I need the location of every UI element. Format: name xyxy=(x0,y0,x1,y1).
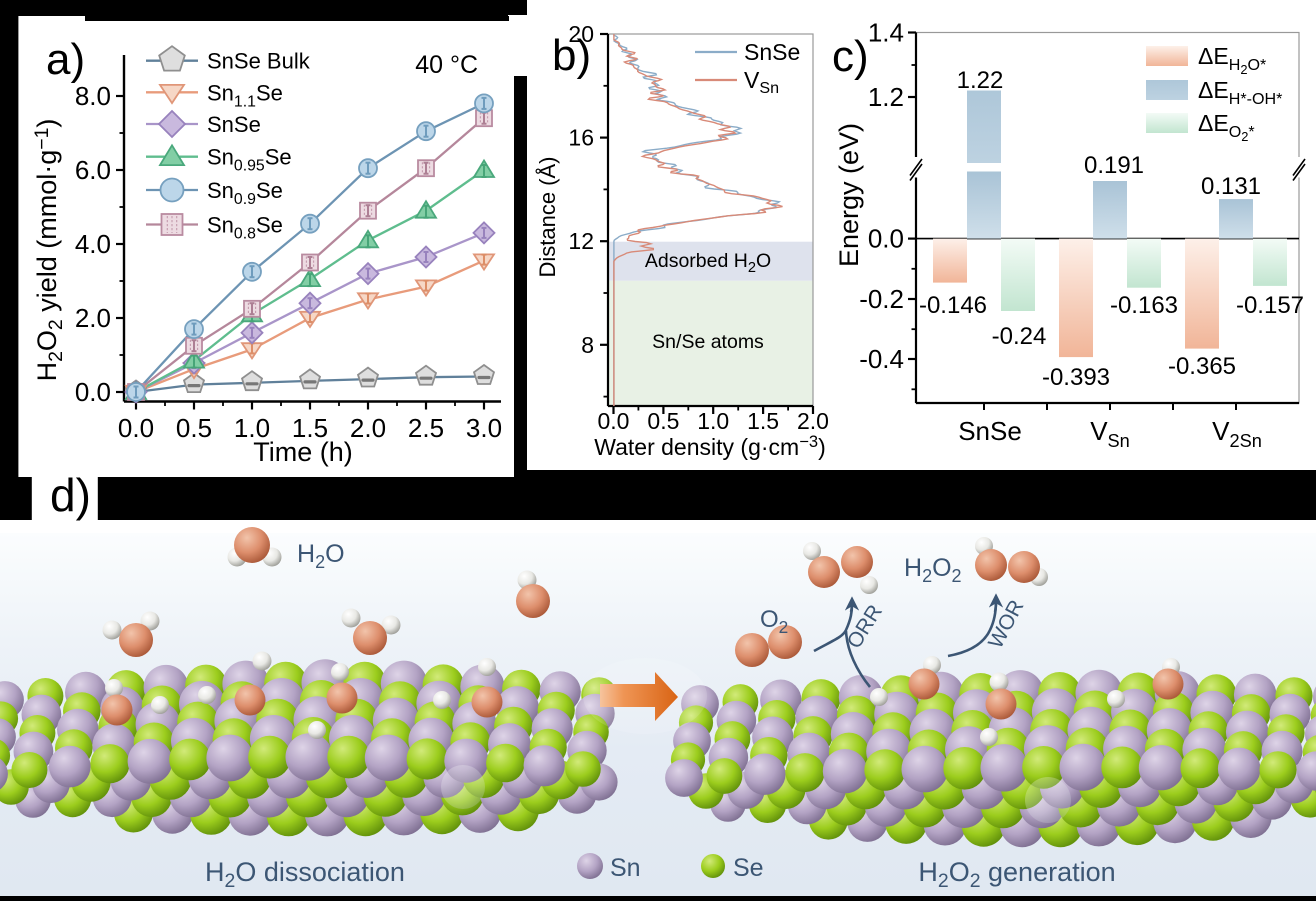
svg-text:12: 12 xyxy=(568,228,594,254)
svg-text:-0.393: -0.393 xyxy=(1042,364,1110,391)
svg-text:16: 16 xyxy=(568,125,594,151)
svg-text:1.0: 1.0 xyxy=(234,413,270,443)
svg-text:2.0: 2.0 xyxy=(797,408,829,434)
svg-text:0.191: 0.191 xyxy=(1084,152,1144,179)
svg-text:-0.24: -0.24 xyxy=(992,323,1047,350)
svg-text:1.5: 1.5 xyxy=(747,408,779,434)
svg-text:Distance (Å): Distance (Å) xyxy=(535,156,560,277)
svg-text:-0.4: -0.4 xyxy=(859,344,904,374)
svg-text:8.0: 8.0 xyxy=(75,81,111,111)
svg-text:0.0: 0.0 xyxy=(598,408,630,434)
svg-text:H2​O dissociation: H2​O dissociation xyxy=(205,857,405,892)
svg-text:Energy (eV): Energy (eV) xyxy=(834,123,864,267)
svg-text:c): c) xyxy=(832,32,869,81)
svg-text:-0.2: -0.2 xyxy=(859,284,904,314)
svg-text:1.4: 1.4 xyxy=(868,18,904,48)
svg-text:2.0: 2.0 xyxy=(350,413,386,443)
svg-text:1.22: 1.22 xyxy=(957,67,1004,94)
svg-text:-0.146: -0.146 xyxy=(919,292,987,319)
svg-text:0.131: 0.131 xyxy=(1201,173,1261,200)
svg-text:1.5: 1.5 xyxy=(292,413,328,443)
svg-text:0.5: 0.5 xyxy=(176,413,212,443)
svg-text:1.0: 1.0 xyxy=(697,408,729,434)
svg-text:Time (h): Time (h) xyxy=(253,437,353,467)
svg-text:4.0: 4.0 xyxy=(75,229,111,259)
svg-text:20: 20 xyxy=(568,21,594,47)
svg-text:0.0: 0.0 xyxy=(118,413,154,443)
svg-text:Sn: Sn xyxy=(610,854,641,882)
svg-text:0.5: 0.5 xyxy=(647,408,679,434)
svg-text:0.0: 0.0 xyxy=(868,224,904,254)
svg-text:1.2: 1.2 xyxy=(868,82,904,112)
svg-text:0.0: 0.0 xyxy=(75,377,111,407)
svg-text:2.5: 2.5 xyxy=(408,413,444,443)
svg-text:-0.157: -0.157 xyxy=(1236,292,1304,319)
svg-text:SnSe: SnSe xyxy=(958,416,1022,446)
svg-text:2.0: 2.0 xyxy=(75,303,111,333)
svg-text:-0.365: -0.365 xyxy=(1168,353,1236,380)
svg-text:a): a) xyxy=(46,35,85,84)
svg-text:d): d) xyxy=(50,469,91,521)
svg-text:H2​O2​ yield (mmol·g−1​): H2​O2​ yield (mmol·g−1​) xyxy=(31,119,67,382)
svg-text:Se: Se xyxy=(733,854,764,882)
svg-text:40 °C: 40 °C xyxy=(415,51,478,79)
svg-text:Sn/Se atoms: Sn/Se atoms xyxy=(652,331,764,353)
svg-text:3.0: 3.0 xyxy=(466,413,502,443)
svg-text:6.0: 6.0 xyxy=(75,155,111,185)
svg-text:SnSe: SnSe xyxy=(744,39,800,65)
svg-text:-0.163: -0.163 xyxy=(1110,292,1178,319)
svg-text:b): b) xyxy=(552,31,591,80)
svg-text:Water density (g·cm−3​): Water density (g·cm−3​) xyxy=(594,432,825,460)
svg-text:8: 8 xyxy=(581,332,594,358)
svg-text:H2​O2​ generation: H2​O2​ generation xyxy=(918,857,1115,892)
svg-text:SnSe Bulk: SnSe Bulk xyxy=(207,49,311,74)
svg-text:SnSe: SnSe xyxy=(207,112,261,137)
